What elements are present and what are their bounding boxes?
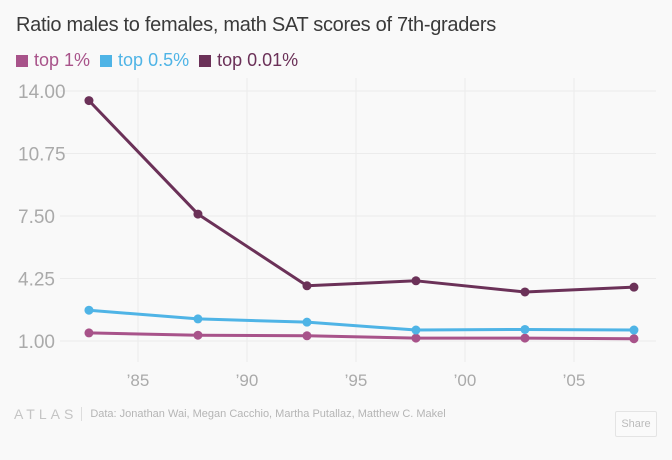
x-tick-label: ’05 xyxy=(563,371,586,390)
data-point xyxy=(411,333,421,343)
y-tick-label: 1.00 xyxy=(18,332,55,353)
y-tick-label: 7.50 xyxy=(18,207,55,228)
x-tick-label: ’95 xyxy=(345,371,368,390)
legend-swatch xyxy=(100,54,113,67)
series-line-1 xyxy=(88,308,634,332)
legend-label: top 1% xyxy=(34,50,91,70)
data-point xyxy=(629,334,639,344)
legend-label: top 0.01% xyxy=(217,50,299,70)
legend-item-top-0-5: top 0.5% xyxy=(100,50,189,71)
data-point xyxy=(629,282,639,292)
data-point xyxy=(411,325,421,335)
series-line-2 xyxy=(87,99,635,294)
legend-item-top-1: top 1% xyxy=(16,50,90,71)
x-tick-label: ’90 xyxy=(236,371,259,390)
data-point xyxy=(193,209,203,219)
legend: top 1% top 0.5% top 0.01% xyxy=(16,50,298,71)
series-line-0 xyxy=(88,331,634,341)
data-point xyxy=(302,317,312,327)
x-tick-label: ’85 xyxy=(127,371,150,390)
data-point xyxy=(193,330,203,340)
data-point xyxy=(520,287,530,297)
data-point xyxy=(84,96,94,106)
share-button[interactable]: Share xyxy=(615,411,657,437)
data-point xyxy=(520,324,530,334)
legend-swatch xyxy=(199,54,212,67)
data-point xyxy=(520,333,530,343)
data-point xyxy=(84,328,94,338)
footer-divider xyxy=(81,407,83,421)
y-tick-label: 10.75 xyxy=(18,145,66,166)
atlas-logo: ATLAS xyxy=(14,406,78,422)
legend-swatch xyxy=(16,54,28,67)
data-point xyxy=(84,305,94,315)
data-point xyxy=(193,314,203,324)
y-tick-label: 4.25 xyxy=(18,270,55,291)
data-point xyxy=(302,331,312,341)
footer: ATLAS Data: Jonathan Wai, Megan Cacchio,… xyxy=(14,406,446,422)
source-text: Data: Jonathan Wai, Megan Cacchio, Marth… xyxy=(90,408,446,420)
x-tick-label: ’00 xyxy=(454,371,477,390)
legend-label: top 0.5% xyxy=(118,50,190,70)
data-point xyxy=(411,276,421,286)
chart-title: Ratio males to females, math SAT scores … xyxy=(16,14,496,36)
y-tick-label: 14.00 xyxy=(18,82,66,103)
data-point xyxy=(629,325,639,335)
legend-item-top-0-01: top 0.01% xyxy=(199,50,298,71)
line-chart: ’85 ’90 ’95 ’00 ’05 1.00 4.25 7.50 10.75 14.00 xyxy=(18,78,656,390)
data-point xyxy=(302,281,312,291)
